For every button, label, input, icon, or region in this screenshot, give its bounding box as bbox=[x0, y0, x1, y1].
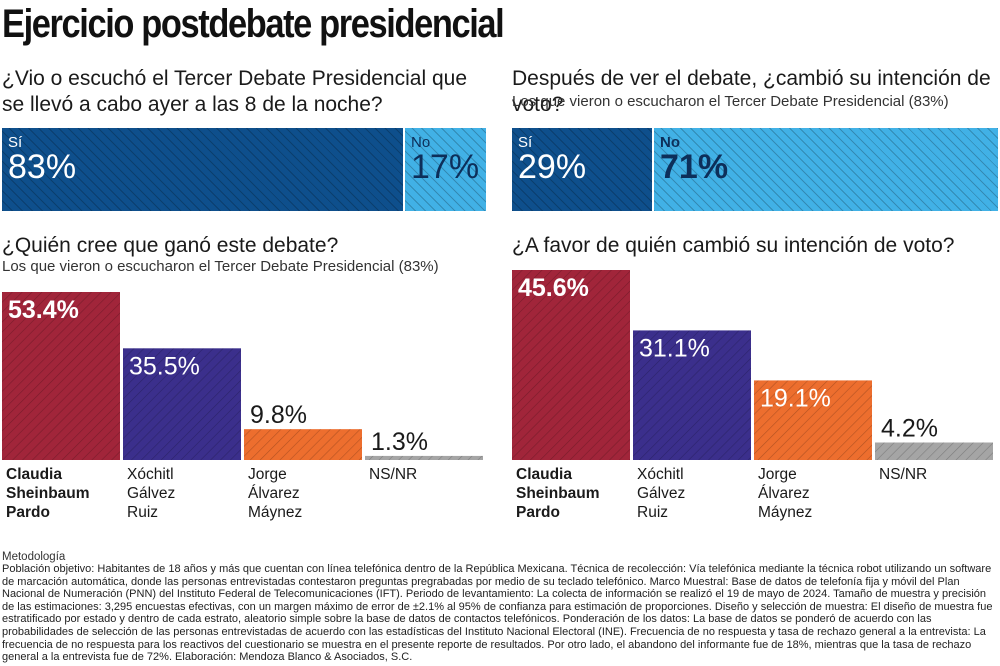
category-label-line: Máynez bbox=[758, 504, 813, 521]
category-label-line: Ruiz bbox=[637, 504, 669, 521]
q1-no-segment: No 17% bbox=[405, 128, 486, 211]
q3-subtitle: Los que vieron o escucharon el Tercer De… bbox=[2, 258, 439, 275]
category-label-line: Sheinbaum bbox=[516, 485, 600, 502]
category-label-line: Máynez bbox=[248, 504, 303, 521]
bar-value-label-1: 35.5% bbox=[129, 352, 200, 380]
q1-stacked-bar: Sí 83% No 17% bbox=[2, 128, 486, 211]
q2-stacked-bar: Sí 29% No 71% bbox=[512, 128, 998, 211]
category-label-line: Jorge bbox=[248, 466, 287, 483]
q2-si-value: 29% bbox=[518, 148, 587, 186]
bar-1 bbox=[123, 348, 241, 460]
category-label-line: NS/NR bbox=[369, 466, 418, 483]
category-label-0: Claudia Sheinbaum Pardo bbox=[6, 465, 90, 522]
bar-value-label-1: 31.1% bbox=[639, 334, 710, 362]
category-label-line: NS/NR bbox=[879, 466, 928, 483]
bar-value-label-3: 4.2% bbox=[881, 415, 938, 443]
category-label-0: Claudia Sheinbaum Pardo bbox=[516, 465, 600, 522]
category-label-2: Jorge Álvarez Máynez bbox=[248, 465, 302, 522]
category-label-line: Pardo bbox=[516, 504, 560, 521]
category-label-line: Sheinbaum bbox=[6, 485, 90, 502]
category-label-line: Álvarez bbox=[248, 485, 300, 502]
methodology-text: Población objetivo: Habitantes de 18 año… bbox=[2, 563, 993, 664]
bar-value-label-0: 53.4% bbox=[8, 296, 79, 324]
category-label-line: Claudia bbox=[516, 466, 572, 483]
methodology-title: Metodología bbox=[2, 551, 66, 563]
category-label-2: Jorge Álvarez Máynez bbox=[758, 465, 812, 522]
bar-0 bbox=[512, 270, 630, 460]
bar-3 bbox=[875, 442, 993, 460]
bar-value-label-2: 19.1% bbox=[760, 384, 831, 412]
page-title: Ejercicio postdebate presidencial bbox=[2, 2, 505, 46]
q1-no-value: 17% bbox=[411, 148, 480, 186]
q2-si-label: Sí bbox=[518, 134, 533, 151]
category-label-1: Xóchitl Gálvez Ruiz bbox=[637, 465, 685, 522]
q4-bar-chart: 45.6% 31.1% 19.1% 4.2% bbox=[512, 270, 993, 460]
q2-no-value: 71% bbox=[660, 148, 729, 186]
bar-3 bbox=[365, 455, 483, 460]
q3-bar-chart: 53.4% 35.5% 9.8% 1.3% bbox=[2, 292, 483, 460]
bar-2 bbox=[244, 429, 362, 460]
category-label-line: Pardo bbox=[6, 504, 50, 521]
q1-no-label: No bbox=[411, 134, 431, 151]
q3-title: ¿Quién cree que ganó este debate? bbox=[2, 234, 339, 257]
q2-no-label: No bbox=[660, 134, 680, 151]
q1-si-label: Sí bbox=[8, 134, 23, 151]
category-label-3: NS/NR bbox=[879, 465, 927, 484]
category-label-line: Xóchitl bbox=[127, 466, 174, 483]
category-label-line: Claudia bbox=[6, 466, 62, 483]
q2-si-segment: Sí 29% bbox=[512, 128, 652, 211]
category-label-line: Gálvez bbox=[127, 485, 176, 502]
q4-title: ¿A favor de quién cambió su intención de… bbox=[512, 234, 955, 257]
bar-value-label-2: 9.8% bbox=[250, 401, 307, 429]
bar-value-label-0: 45.6% bbox=[518, 274, 589, 302]
category-label-line: Álvarez bbox=[758, 485, 810, 502]
bar-1 bbox=[633, 330, 751, 460]
q1-si-segment: Sí 83% bbox=[2, 128, 403, 211]
category-label-3: NS/NR bbox=[369, 465, 417, 484]
q2-no-segment: No 71% bbox=[654, 128, 998, 211]
category-label-line: Ruiz bbox=[127, 504, 159, 521]
category-label-line: Gálvez bbox=[637, 485, 686, 502]
q1-title: ¿Vio o escuchó el Tercer Debate Presiden… bbox=[2, 67, 467, 116]
bar-2 bbox=[754, 380, 872, 460]
q2-title: Después de ver el debate, ¿cambió su int… bbox=[512, 67, 991, 116]
category-label-line: Xóchitl bbox=[637, 466, 684, 483]
bar-value-label-3: 1.3% bbox=[371, 428, 428, 456]
category-label-1: Xóchitl Gálvez Ruiz bbox=[127, 465, 175, 522]
category-label-line: Jorge bbox=[758, 466, 797, 483]
q1-si-value: 83% bbox=[8, 148, 77, 186]
q2-subtitle: Los que vieron o escucharon el Tercer De… bbox=[512, 93, 949, 110]
bar-0 bbox=[2, 292, 120, 460]
